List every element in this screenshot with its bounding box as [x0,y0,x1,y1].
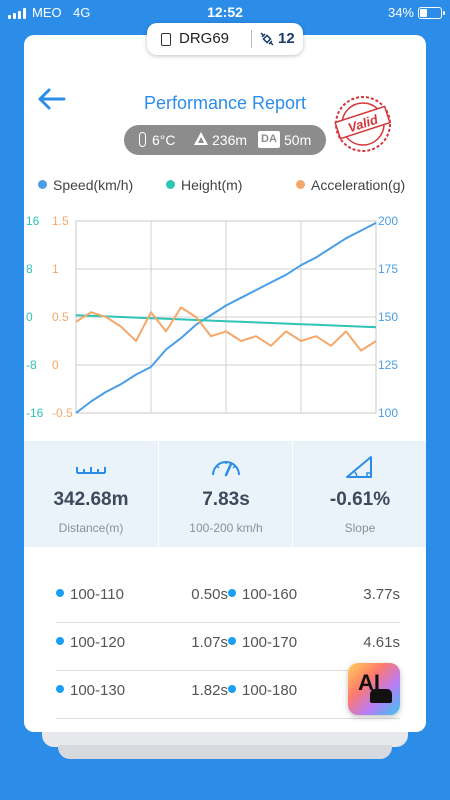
split-range: 100-110 [56,586,124,603]
slope-icon [345,456,372,478]
thermometer-icon [139,132,146,147]
dot-icon [56,589,64,597]
split-time: 3.77s [363,586,400,603]
slope-value: -0.61% [329,489,391,510]
report-card: Performance Report Valid 6°C 236m DA 50m… [24,35,426,732]
tick-label-acceleration: 1 [52,262,59,276]
split-range: 100-160 [228,586,297,603]
car-icon [370,689,392,703]
tick-label-height: 0 [26,310,33,324]
ruler-icon [76,467,106,474]
chart-legend: Speed(km/h) Height(m) Acceleration(g) [24,177,426,197]
battery-icon [418,7,445,19]
tick-label-height: 8 [26,262,33,276]
network-type: 4G [73,5,91,20]
split-row: 100-130 1.82s 100-180 [56,671,400,719]
split-row: 100-110 0.50s 100-160 3.77s [56,575,400,623]
split-range: 100-130 [56,682,125,699]
carrier-name: MEO [32,5,62,20]
page-title: Performance Report [143,93,307,113]
tick-label-acceleration: 0 [52,358,59,372]
satellite-icon [260,32,274,46]
mountain-icon [194,132,208,145]
tick-label-height: -8 [26,358,37,372]
slope-label: Slope [344,521,376,535]
device-badge[interactable]: DRG69 12 [147,23,303,55]
tick-label-speed: 175 [378,262,398,276]
dot-icon [228,589,236,597]
speedometer-icon [211,461,240,477]
split-range: 100-170 [228,634,297,651]
dot-icon [296,180,305,189]
card-stack-shadow [58,745,392,759]
tick-label-height: -16 [26,406,44,420]
dot-icon [166,180,175,189]
ai-label: AI [358,670,380,695]
ai-assistant-button[interactable]: AI [348,663,400,715]
stats-panel: 342.68m Distance(m) 7.83s 100-200 km/h -… [24,441,426,547]
stat-distance: 342.68m Distance(m) [24,441,158,547]
conditions-pill: 6°C 236m DA 50m [124,125,326,155]
density-altitude-badge: DA [258,131,280,148]
time-value: 7.83s [202,489,250,510]
density-altitude-value: 50m [284,132,312,148]
legend-acceleration[interactable]: Acceleration(g) [296,177,405,193]
split-time: 1.07s [191,634,228,651]
stat-slope: -0.61% Slope [292,441,426,547]
satellite-count: 12 [278,30,295,47]
dot-icon [38,180,47,189]
status-bar: MEO 4G 12:52 34% [0,0,450,26]
dot-icon [56,637,64,645]
split-range: 100-120 [56,634,125,651]
tick-label-height: 16 [26,214,40,228]
series-line-acceleration-g [75,306,377,352]
tick-label-acceleration: -0.5 [52,406,73,420]
distance-label: Distance(m) [58,521,124,535]
distance-value: 342.68m [53,489,129,510]
dot-icon [228,685,236,693]
series-line-speed-km-h [75,222,377,414]
temperature-value: 6°C [152,132,176,148]
dot-icon [228,637,236,645]
tick-label-acceleration: 0.5 [52,310,69,324]
battery-percent: 34% [387,5,414,20]
split-row: 100-120 1.07s 100-170 4.61s [56,623,400,671]
divider [251,30,252,48]
legend-speed[interactable]: Speed(km/h) [38,177,133,193]
legend-height[interactable]: Height(m) [166,177,242,193]
device-name: DRG69 [179,30,230,47]
arrow-left-icon[interactable] [36,87,66,111]
tick-label-acceleration: 1.5 [52,214,69,228]
signal-icon [8,8,30,19]
height-value: 236m [212,132,248,148]
stat-time: 7.83s 100-200 km/h [158,441,292,547]
split-time: 4.61s [363,634,400,651]
tick-label-speed: 125 [378,358,398,372]
performance-chart: 16 8 0 -8 -16 1.5 1 0.5 0 -0.5 200 175 150 125 100 [26,214,398,420]
split-time: 0.50s [191,586,228,603]
split-time: 1.82s [191,682,228,699]
time-label: 100-200 km/h [189,521,263,535]
tick-label-speed: 100 [378,406,398,420]
dot-icon [56,685,64,693]
tick-label-speed: 200 [378,214,398,228]
clock: 12:52 [207,4,243,20]
split-range: 100-180 [228,682,297,699]
device-icon [161,33,171,46]
valid-stamp: Valid [333,92,393,156]
tick-label-speed: 150 [378,310,398,324]
series-line-height-m [75,314,377,329]
